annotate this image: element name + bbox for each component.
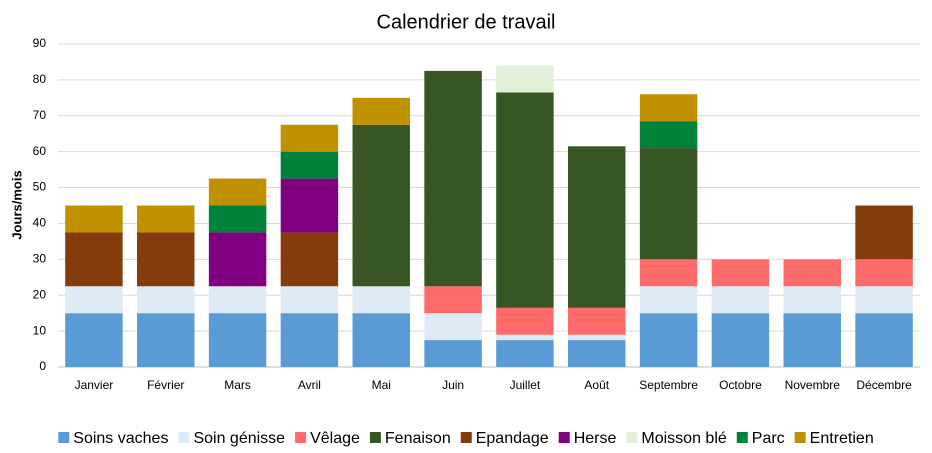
bar-segment [137, 205, 195, 233]
bar-segment [711, 313, 770, 367]
bar-segment [65, 232, 123, 287]
bar-segment [568, 340, 626, 367]
bar-segment [65, 205, 123, 233]
x-tick-label: Novembre [785, 378, 841, 392]
bar-segment [137, 232, 195, 287]
x-tick-label: Février [147, 378, 184, 392]
bar-segment [855, 286, 913, 314]
legend-label: Soins vaches [73, 430, 168, 447]
legend-swatch [460, 432, 472, 443]
y-tick-label: 0 [39, 359, 46, 373]
bar-segment [711, 286, 770, 314]
bar-segment [639, 148, 698, 260]
bar-segment [352, 97, 410, 125]
bar-segment [280, 313, 339, 367]
bar-segment [783, 313, 841, 367]
bar-segment [855, 205, 913, 260]
y-tick-label: 50 [33, 180, 47, 194]
y-tick-label: 20 [33, 287, 47, 301]
bar-segment [496, 340, 554, 367]
bar-segment [639, 286, 698, 314]
bar-segment [496, 65, 554, 93]
legend-swatch [178, 432, 190, 443]
x-tick-label: Juillet [510, 378, 541, 392]
legend-label: Entretien [810, 430, 874, 447]
bar-segment [568, 334, 626, 341]
bar-segment [424, 340, 482, 367]
legend-swatch [626, 432, 638, 443]
bar-segment [352, 286, 410, 314]
bar-segment [280, 178, 339, 233]
bar-segment [65, 313, 123, 367]
bar-segment [208, 313, 267, 367]
legend-label: Epandage [476, 430, 549, 447]
bar-segment [639, 313, 698, 367]
bar-segment [496, 92, 554, 308]
bar-segment [424, 313, 482, 341]
bar-segment [639, 121, 698, 149]
y-tick-label: 30 [33, 252, 47, 266]
bar-segment [208, 178, 267, 206]
bar-segment [568, 146, 626, 308]
bar-segment [639, 94, 698, 122]
x-tick-label: Mars [224, 378, 251, 392]
x-tick-label: Juin [442, 378, 464, 392]
legend-label: Moisson blé [641, 430, 726, 447]
chart-title: Calendrier de travail [377, 11, 556, 33]
bar-segment [280, 124, 339, 152]
bar-segment [137, 286, 195, 314]
bar-segment [65, 286, 123, 314]
bar-segment [208, 286, 267, 314]
y-tick-label: 70 [33, 108, 47, 122]
bar-segment [280, 151, 339, 179]
legend-label: Parc [752, 430, 785, 447]
x-tick-label: Décembre [856, 378, 912, 392]
bar-segment [280, 286, 339, 314]
bar-segment [424, 70, 482, 287]
y-axis-label: Jours/mois [9, 170, 24, 239]
legend-label: Vêlage [310, 430, 360, 447]
y-tick-label: 60 [33, 144, 47, 158]
bar-segment [711, 259, 770, 287]
y-tick-label: 90 [33, 36, 47, 50]
bar-segment [496, 307, 554, 335]
legend-swatch [295, 432, 307, 443]
x-tick-label: Janvier [75, 378, 114, 392]
bar-segment [424, 286, 482, 314]
bar-segment [208, 205, 267, 233]
bar-segment [783, 286, 841, 314]
bar-segment [352, 313, 410, 367]
x-tick-label: Mai [372, 378, 391, 392]
legend-swatch [794, 432, 806, 443]
bar-segment [855, 259, 913, 287]
legend-label: Fenaison [385, 430, 451, 447]
x-tick-label: Septembre [639, 378, 698, 392]
bar-segment [568, 307, 626, 335]
x-tick-label: Avril [298, 378, 321, 392]
y-tick-label: 10 [33, 323, 47, 337]
legend-label: Herse [574, 430, 617, 447]
legend-swatch [58, 432, 70, 443]
bar-segment [280, 232, 339, 287]
bar-segment [639, 259, 698, 287]
bar-segment [208, 232, 267, 287]
bar-segment [496, 334, 554, 341]
x-tick-label: Octobre [719, 378, 762, 392]
y-tick-label: 80 [33, 72, 47, 86]
legend-swatch [369, 432, 381, 443]
bar-segment [783, 259, 841, 287]
x-tick-label: Août [584, 378, 609, 392]
y-tick-label: 40 [33, 216, 47, 230]
legend-swatch [736, 432, 748, 443]
bar-segment [855, 313, 913, 367]
bar-segment [137, 313, 195, 367]
bar-segment [352, 124, 410, 287]
legend-swatch [558, 432, 570, 443]
legend-label: Soin génisse [193, 430, 285, 447]
